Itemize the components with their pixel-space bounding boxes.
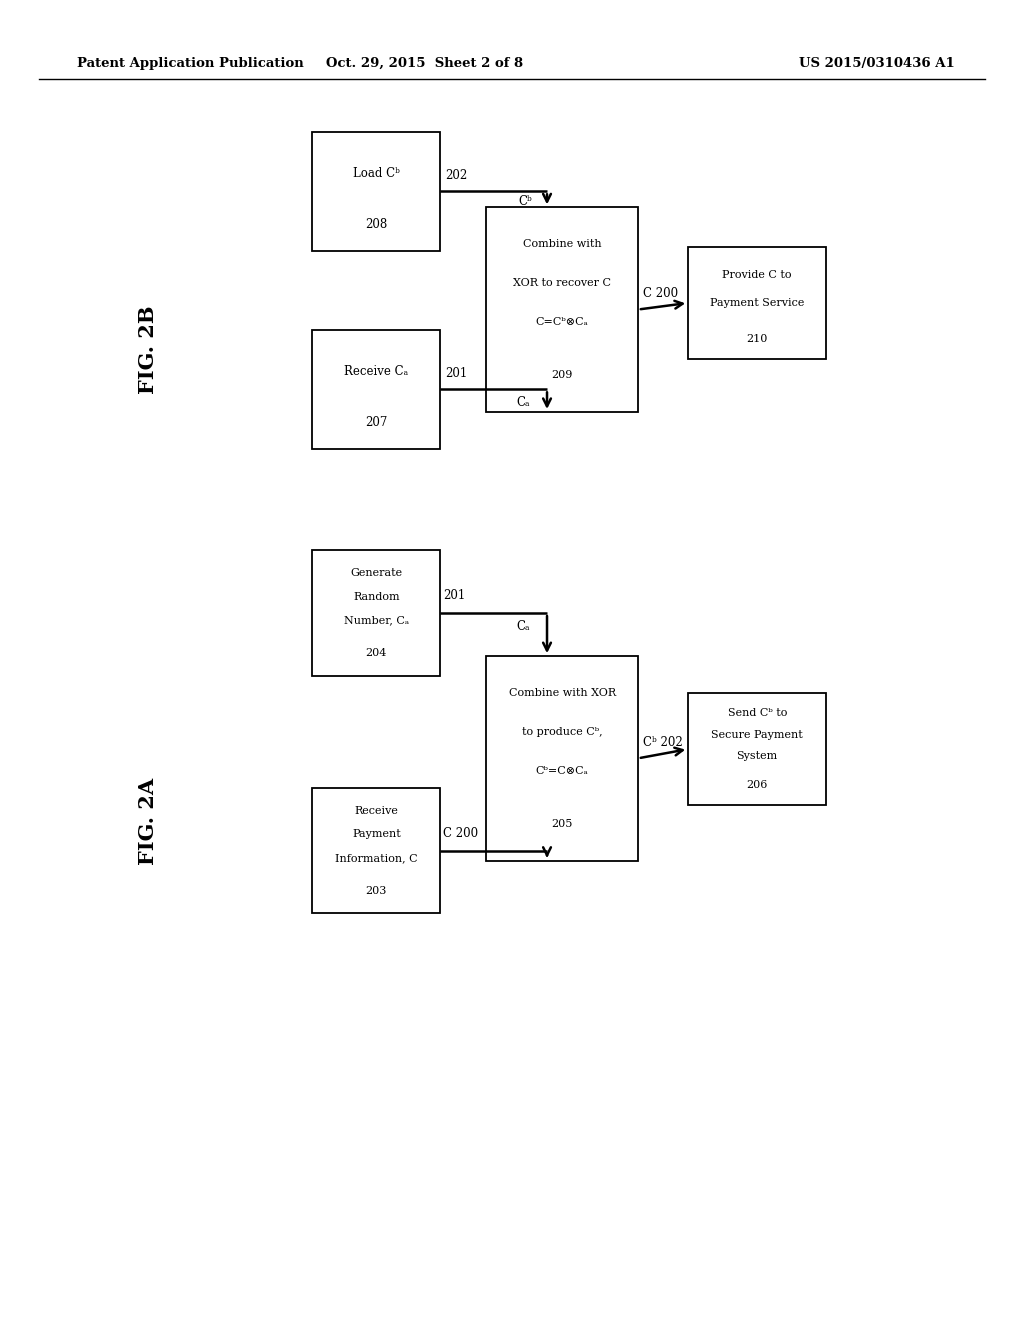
Text: 205: 205 [552,818,572,829]
Text: Receive: Receive [354,805,398,816]
Text: C 200: C 200 [643,288,678,300]
Text: Random: Random [353,591,399,602]
Text: 204: 204 [366,648,387,659]
Text: Cᵇ 202: Cᵇ 202 [643,737,683,748]
Text: Receive Cₐ: Receive Cₐ [344,366,409,378]
Text: Combine with XOR: Combine with XOR [509,688,615,698]
Text: Generate: Generate [350,568,402,578]
Text: C=Cᵇ⊗Cₐ: C=Cᵇ⊗Cₐ [536,317,589,327]
Text: Oct. 29, 2015  Sheet 2 of 8: Oct. 29, 2015 Sheet 2 of 8 [327,57,523,70]
Text: Information, C: Information, C [335,853,418,863]
Text: 210: 210 [746,334,768,343]
Text: Send Cᵇ to: Send Cᵇ to [728,709,786,718]
Text: 208: 208 [366,218,387,231]
Bar [312,788,440,913]
Text: Payment Service: Payment Service [710,298,805,308]
Text: Payment: Payment [352,829,400,840]
Text: 201: 201 [443,590,466,602]
Text: to produce Cᵇ,: to produce Cᵇ, [522,727,602,737]
Text: 201: 201 [445,367,468,380]
Text: 207: 207 [366,416,387,429]
Bar [688,693,826,805]
Text: 202: 202 [445,169,468,182]
Text: C 200: C 200 [443,828,478,840]
Bar [688,247,826,359]
Bar [312,330,440,449]
Text: Number, Cₐ: Number, Cₐ [344,615,409,626]
Text: Patent Application Publication: Patent Application Publication [77,57,303,70]
Text: Cᵇ=C⊗Cₐ: Cᵇ=C⊗Cₐ [536,766,589,776]
Text: System: System [736,751,778,760]
Text: FIG. 2A: FIG. 2A [138,777,159,865]
Text: Provide C to: Provide C to [723,269,792,280]
Text: Secure Payment: Secure Payment [712,730,803,739]
Text: XOR to recover C: XOR to recover C [513,279,611,288]
Text: 203: 203 [366,886,387,896]
Text: FIG. 2B: FIG. 2B [138,305,159,395]
Bar [312,550,440,676]
Bar [486,656,638,861]
Text: US 2015/0310436 A1: US 2015/0310436 A1 [799,57,954,70]
Text: Cₐ: Cₐ [516,620,529,632]
Text: Cₐ: Cₐ [516,396,529,409]
Text: 209: 209 [552,370,572,380]
Bar [312,132,440,251]
Text: Load Cᵇ: Load Cᵇ [353,168,399,180]
Text: 206: 206 [746,780,768,789]
Bar [486,207,638,412]
Text: Combine with: Combine with [523,239,601,249]
Text: Cᵇ: Cᵇ [518,195,532,209]
